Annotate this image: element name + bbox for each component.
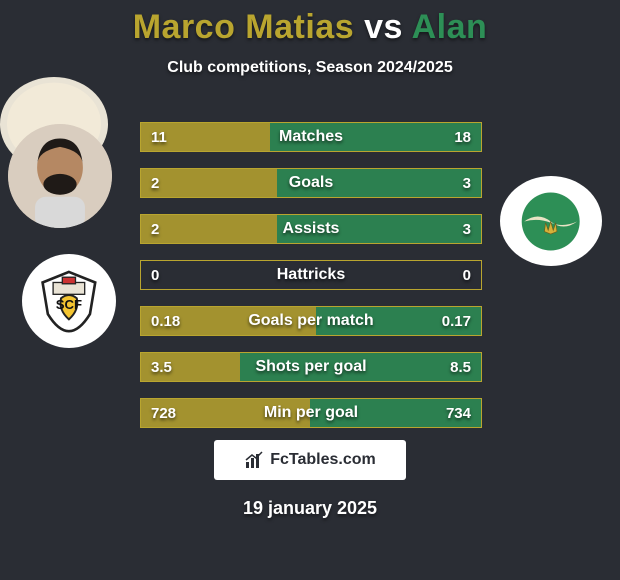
stat-label: Hattricks bbox=[141, 266, 481, 284]
footer-date: 19 january 2025 bbox=[0, 498, 620, 519]
brand-logo: FcTables.com bbox=[214, 440, 406, 480]
stat-value-right: 0.17 bbox=[442, 313, 481, 330]
stat-row: 728Min per goal734 bbox=[140, 398, 482, 428]
stat-row: 11Matches18 bbox=[140, 122, 482, 152]
subtitle: Club competitions, Season 2024/2025 bbox=[0, 59, 620, 77]
stat-label: Matches bbox=[141, 128, 481, 146]
vs-text: vs bbox=[364, 8, 403, 46]
stat-row: 2Assists3 bbox=[140, 214, 482, 244]
player1-avatar bbox=[8, 124, 112, 228]
player1-team-badge: SCF bbox=[22, 254, 116, 348]
comparison-title: Marco Matias vs Alan bbox=[0, 0, 620, 47]
stat-value-right: 0 bbox=[463, 267, 481, 284]
player2-name: Alan bbox=[412, 8, 488, 46]
stat-row: 2Goals3 bbox=[140, 168, 482, 198]
stat-label: Goals bbox=[141, 174, 481, 192]
stat-value-right: 3 bbox=[463, 175, 481, 192]
stats-container: 11Matches18 2Goals3 2Assists3 0Hattricks0 0.… bbox=[140, 122, 482, 428]
stat-value-right: 18 bbox=[454, 129, 481, 146]
chart-icon bbox=[244, 450, 264, 470]
player1-name: Marco Matias bbox=[133, 8, 354, 46]
brand-text: FcTables.com bbox=[270, 451, 376, 469]
stat-value-right: 8.5 bbox=[450, 359, 481, 376]
stat-row: 3.5Shots per goal8.5 bbox=[140, 352, 482, 382]
stat-value-right: 734 bbox=[446, 405, 481, 422]
svg-text:SCF: SCF bbox=[56, 297, 82, 312]
stat-label: Min per goal bbox=[141, 404, 481, 422]
stat-label: Goals per match bbox=[141, 312, 481, 330]
stat-label: Assists bbox=[141, 220, 481, 238]
stat-label: Shots per goal bbox=[141, 358, 481, 376]
stat-row: 0.18Goals per match0.17 bbox=[140, 306, 482, 336]
stat-value-right: 3 bbox=[463, 221, 481, 238]
player2-team-badge bbox=[500, 176, 602, 266]
stat-row: 0Hattricks0 bbox=[140, 260, 482, 290]
